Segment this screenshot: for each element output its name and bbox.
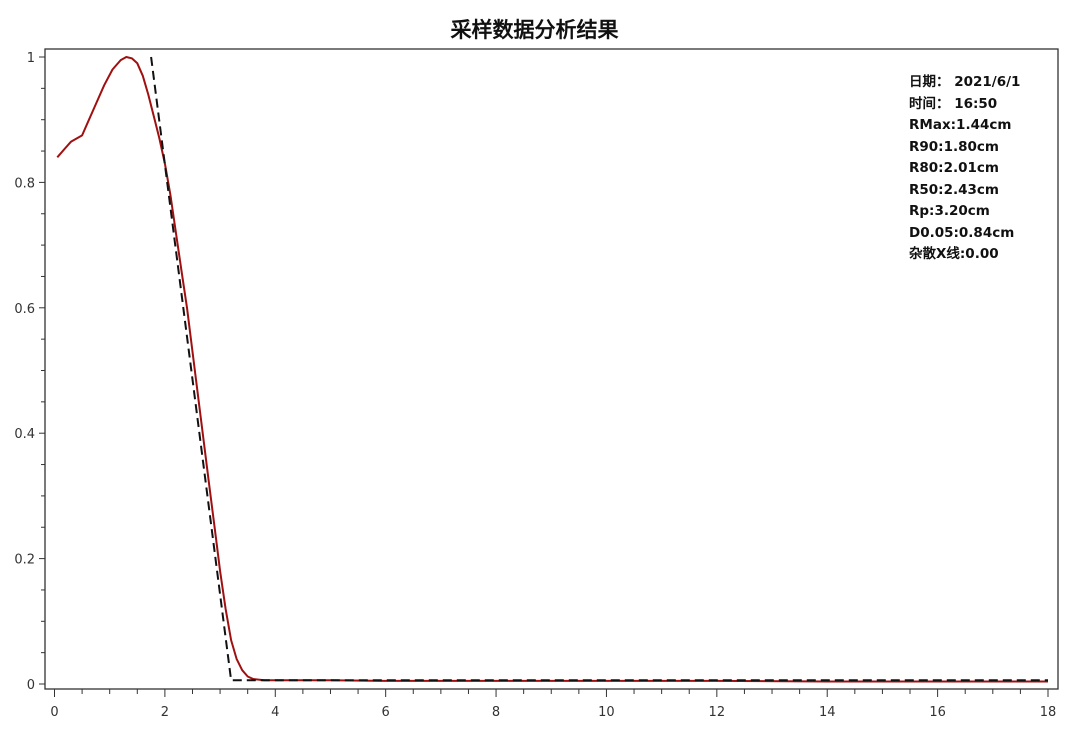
y-tick-label: 1 — [27, 51, 35, 66]
info-line: 时间： 16:50 — [909, 95, 998, 112]
y-tick-label: 0.6 — [14, 302, 35, 317]
chart-title: 采样数据分析结果 — [450, 18, 619, 42]
x-tick-label: 2 — [161, 705, 169, 720]
x-tick-label: 0 — [50, 705, 58, 720]
plot-frame — [44, 48, 1059, 690]
x-tick-label: 12 — [709, 705, 726, 720]
x-tick-label: 8 — [492, 705, 500, 720]
y-tick-label: 0.4 — [14, 427, 35, 442]
info-line: R50:2.43cm — [909, 181, 999, 198]
y-tick-label: 0 — [27, 678, 35, 693]
info-line: R80:2.01cm — [909, 160, 999, 176]
x-tick-label: 18 — [1040, 705, 1057, 720]
info-line: RMax:1.44cm — [909, 117, 1012, 133]
info-line: R90:1.80cm — [909, 138, 999, 155]
info-line: D0.05:0.84cm — [909, 224, 1015, 241]
x-tick-label: 6 — [382, 705, 390, 720]
info-line: 日期： 2021/6/1 — [909, 74, 1021, 90]
measured-curve-line — [56, 56, 1048, 683]
x-tick-label: 10 — [598, 705, 615, 720]
info-line: 杂散X线:0.00 — [909, 246, 999, 262]
x-tick-label: 16 — [929, 705, 946, 720]
x-tick-label: 4 — [271, 705, 279, 720]
x-tick-label: 14 — [819, 705, 836, 720]
info-box: 日期： 2021/6/1 时间： 16:50 RMax:1.44cm R90:1… — [909, 72, 1020, 266]
info-line: Rp:3.20cm — [909, 203, 990, 219]
y-tick-label: 0.8 — [14, 176, 35, 191]
y-tick-label: 0.2 — [14, 553, 35, 568]
